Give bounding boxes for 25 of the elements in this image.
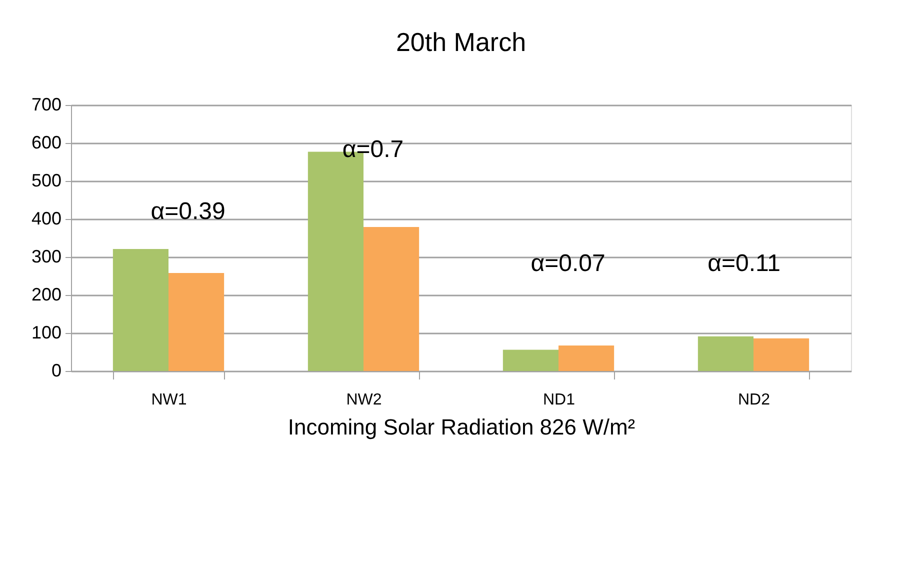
x-tick-label: ND1: [542, 392, 576, 408]
bar: [168, 272, 224, 371]
y-tick-label: 400: [31, 208, 62, 228]
x-axis-title: Incoming Solar Radiation 826 W/m²: [288, 414, 636, 440]
y-tick-label: 300: [31, 246, 62, 266]
bar: [364, 226, 420, 371]
bar: [754, 338, 810, 371]
annotation: α=0.11: [708, 250, 780, 277]
y-tick-label: 500: [31, 170, 62, 190]
y-tick-label: 0: [51, 360, 62, 380]
bar: [558, 346, 614, 371]
bar: [698, 336, 754, 371]
y-tick-label: 200: [31, 284, 62, 304]
bar: [112, 249, 168, 371]
chart-title: 20th March: [396, 27, 526, 57]
y-tick-label: 100: [31, 322, 62, 342]
annotation: α=0.7: [342, 136, 404, 163]
bar: [502, 350, 558, 371]
x-tick-label: NW2: [346, 392, 382, 408]
annotation: α=0.07: [530, 250, 606, 277]
x-tick-label: ND2: [738, 392, 770, 408]
y-tick-label: 700: [31, 94, 62, 114]
annotation: α=0.39: [150, 198, 226, 225]
y-tick-label: 600: [31, 132, 62, 152]
x-tick-label: NW1: [151, 392, 187, 408]
